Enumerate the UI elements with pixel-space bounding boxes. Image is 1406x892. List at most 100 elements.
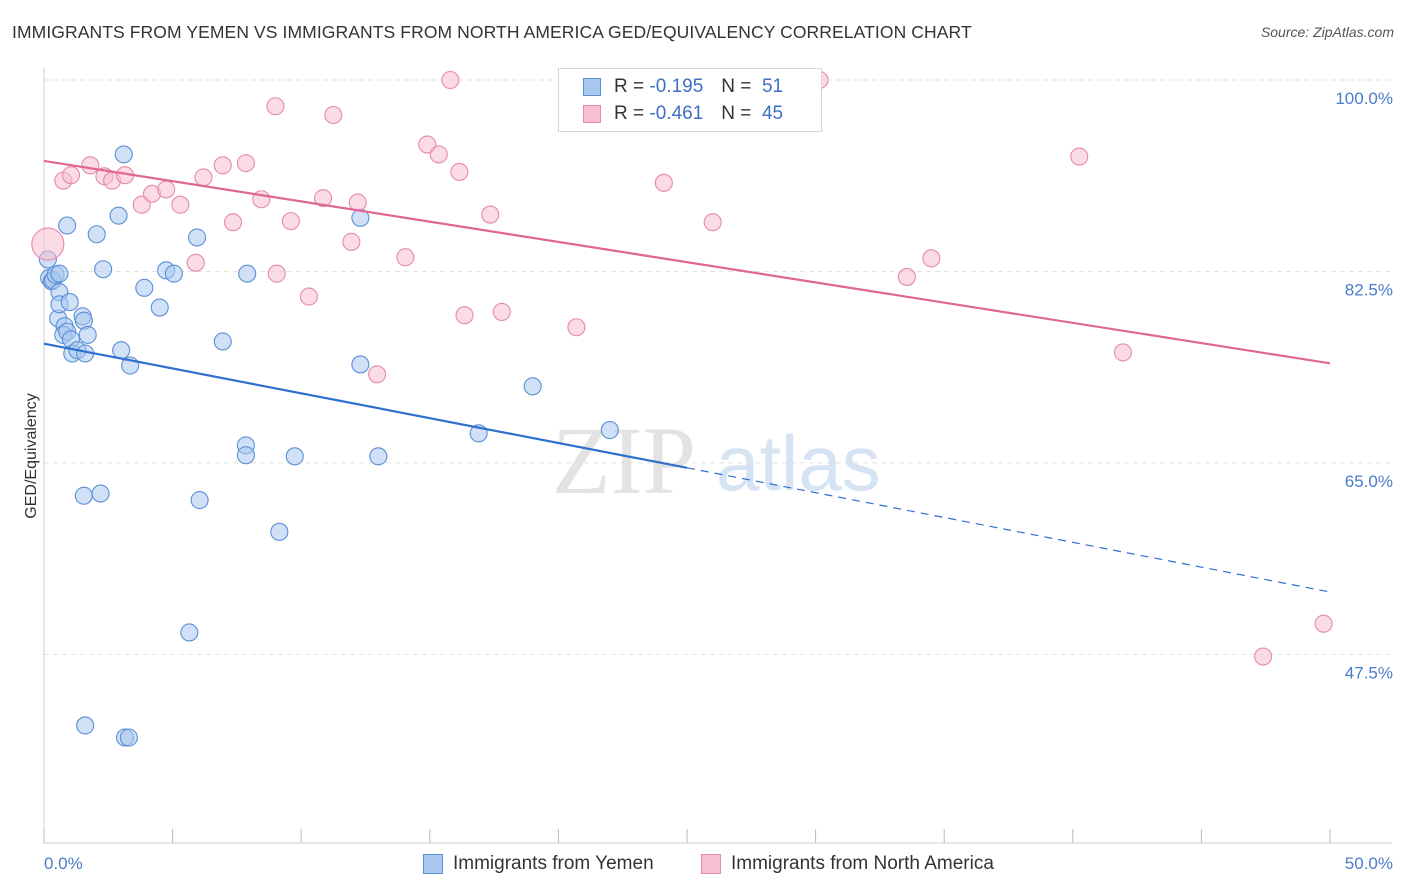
bottom-legend-swatch-north-america [701,854,721,874]
data-point-north-america [1113,343,1133,362]
data-point-north-america [194,168,213,187]
data-point-yemen [213,332,232,351]
data-point-yemen [150,298,169,317]
watermark-zip: ZIP [552,407,696,514]
data-point-yemen [190,491,209,510]
data-point-north-america [299,287,318,306]
data-point-yemen [523,377,542,396]
data-point-north-america [492,302,511,321]
data-point-yemen [164,264,183,283]
legend-n-value-yemen: 51 [761,76,784,97]
legend-swatch-north-america [583,105,601,123]
trend-lines [43,159,1331,593]
data-point-north-america [396,248,415,267]
x-tick-label-max: 50.0% [1345,854,1393,873]
legend-n-label: N = [721,103,752,124]
data-point-yemen [60,293,79,312]
chart-title: IMMIGRANTS FROM YEMEN VS IMMIGRANTS FROM… [12,22,972,42]
legend-r-label: R = [614,103,645,124]
data-point-north-america [922,249,941,268]
legend-r-value-north-america: -0.461 [649,103,704,124]
data-point-north-america [1254,647,1273,666]
data-point-yemen [351,355,370,374]
data-point-yemen [369,447,388,466]
data-point-yemen [50,264,69,283]
data-point-yemen [135,278,154,297]
bottom-legend-yemen: Immigrants from Yemen [423,851,654,877]
data-point-yemen [270,522,289,541]
data-point-yemen [58,216,77,235]
data-point-yemen [238,264,257,283]
bottom-legend-label-yemen: Immigrants from Yemen [453,853,654,874]
x-tick-label-min: 0.0% [44,854,83,873]
data-point-north-america [281,212,300,231]
data-point-yemen [236,446,255,465]
data-point-yemen [114,145,133,164]
bottom-legend-north-america: Immigrants from North America [701,851,994,877]
data-point-yemen [285,447,304,466]
data-point-yemen [112,341,131,360]
data-point-north-america [703,213,722,232]
data-point-north-america [455,306,474,325]
data-point-yemen [94,260,113,279]
watermark-atlas: atlas [716,419,881,507]
legend-r-label: R = [614,76,645,97]
data-point-yemen [119,728,138,747]
legend-swatch-yemen [583,78,601,96]
data-point-north-america [342,232,361,251]
y-tick-labels: 47.5% 65.0% 82.5% 100.0% [1335,89,1393,682]
data-point-yemen [109,206,128,225]
data-point-north-america [81,156,100,175]
legend-row-yemen: R = -0.195 N = 51 [583,74,783,100]
y-tick-label: 100.0% [1335,89,1393,108]
data-point-north-america [567,318,586,337]
trend-line-yemen-extrapolated [686,467,1331,593]
trend-line-north-america [43,159,1331,365]
data-point-north-america [450,162,469,181]
data-point-north-america [324,105,343,125]
data-point-north-america [429,145,448,164]
data-point-yemen [91,484,110,503]
data-point-north-america [654,173,673,192]
data-point-north-america [368,365,387,384]
trend-line-yemen [43,342,688,469]
data-point-north-america [171,195,190,214]
legend-r-value-yemen: -0.195 [649,76,704,97]
y-tick-label: 65.0% [1345,472,1393,491]
data-point-yemen [74,486,93,505]
y-tick-label: 47.5% [1345,663,1393,682]
data-point-north-america [213,156,232,175]
data-point-north-america [236,154,255,173]
bottom-legend-label-north-america: Immigrants from North America [731,853,994,874]
data-point-north-america [897,267,916,286]
series-yemen-points [38,145,619,747]
series-north-america-points [31,70,1333,666]
data-point-north-america [481,205,500,224]
watermark: ZIP atlas [552,407,881,514]
data-point-yemen [180,623,199,642]
data-point-north-america [1070,147,1089,166]
data-point-yemen [87,225,106,244]
legend: R = -0.195 N = 51 R = -0.461 N = 45 [558,68,822,132]
y-tick-label: 82.5% [1345,280,1393,299]
legend-n-label: N = [721,76,752,97]
data-point-north-america [1314,614,1333,633]
data-point-north-america [157,180,176,199]
data-point-north-america [223,213,243,232]
bottom-legend-swatch-yemen [423,854,443,874]
data-point-yemen [600,421,619,440]
source-label: Source: ZipAtlas.com [1260,24,1394,40]
data-point-north-america [266,97,285,116]
data-point-north-america-large [31,227,65,261]
legend-row-north-america: R = -0.461 N = 45 [583,101,783,127]
data-point-north-america [61,166,81,185]
data-point-yemen [76,716,95,735]
data-point-yemen [78,325,97,344]
legend-n-value-north-america: 45 [761,103,784,124]
data-point-yemen [187,228,207,247]
x-tick-labels: 0.0% 50.0% [44,854,1393,873]
data-point-north-america [314,189,333,208]
data-point-north-america [418,135,437,154]
y-axis-title: GED/Equivalency [23,393,40,518]
